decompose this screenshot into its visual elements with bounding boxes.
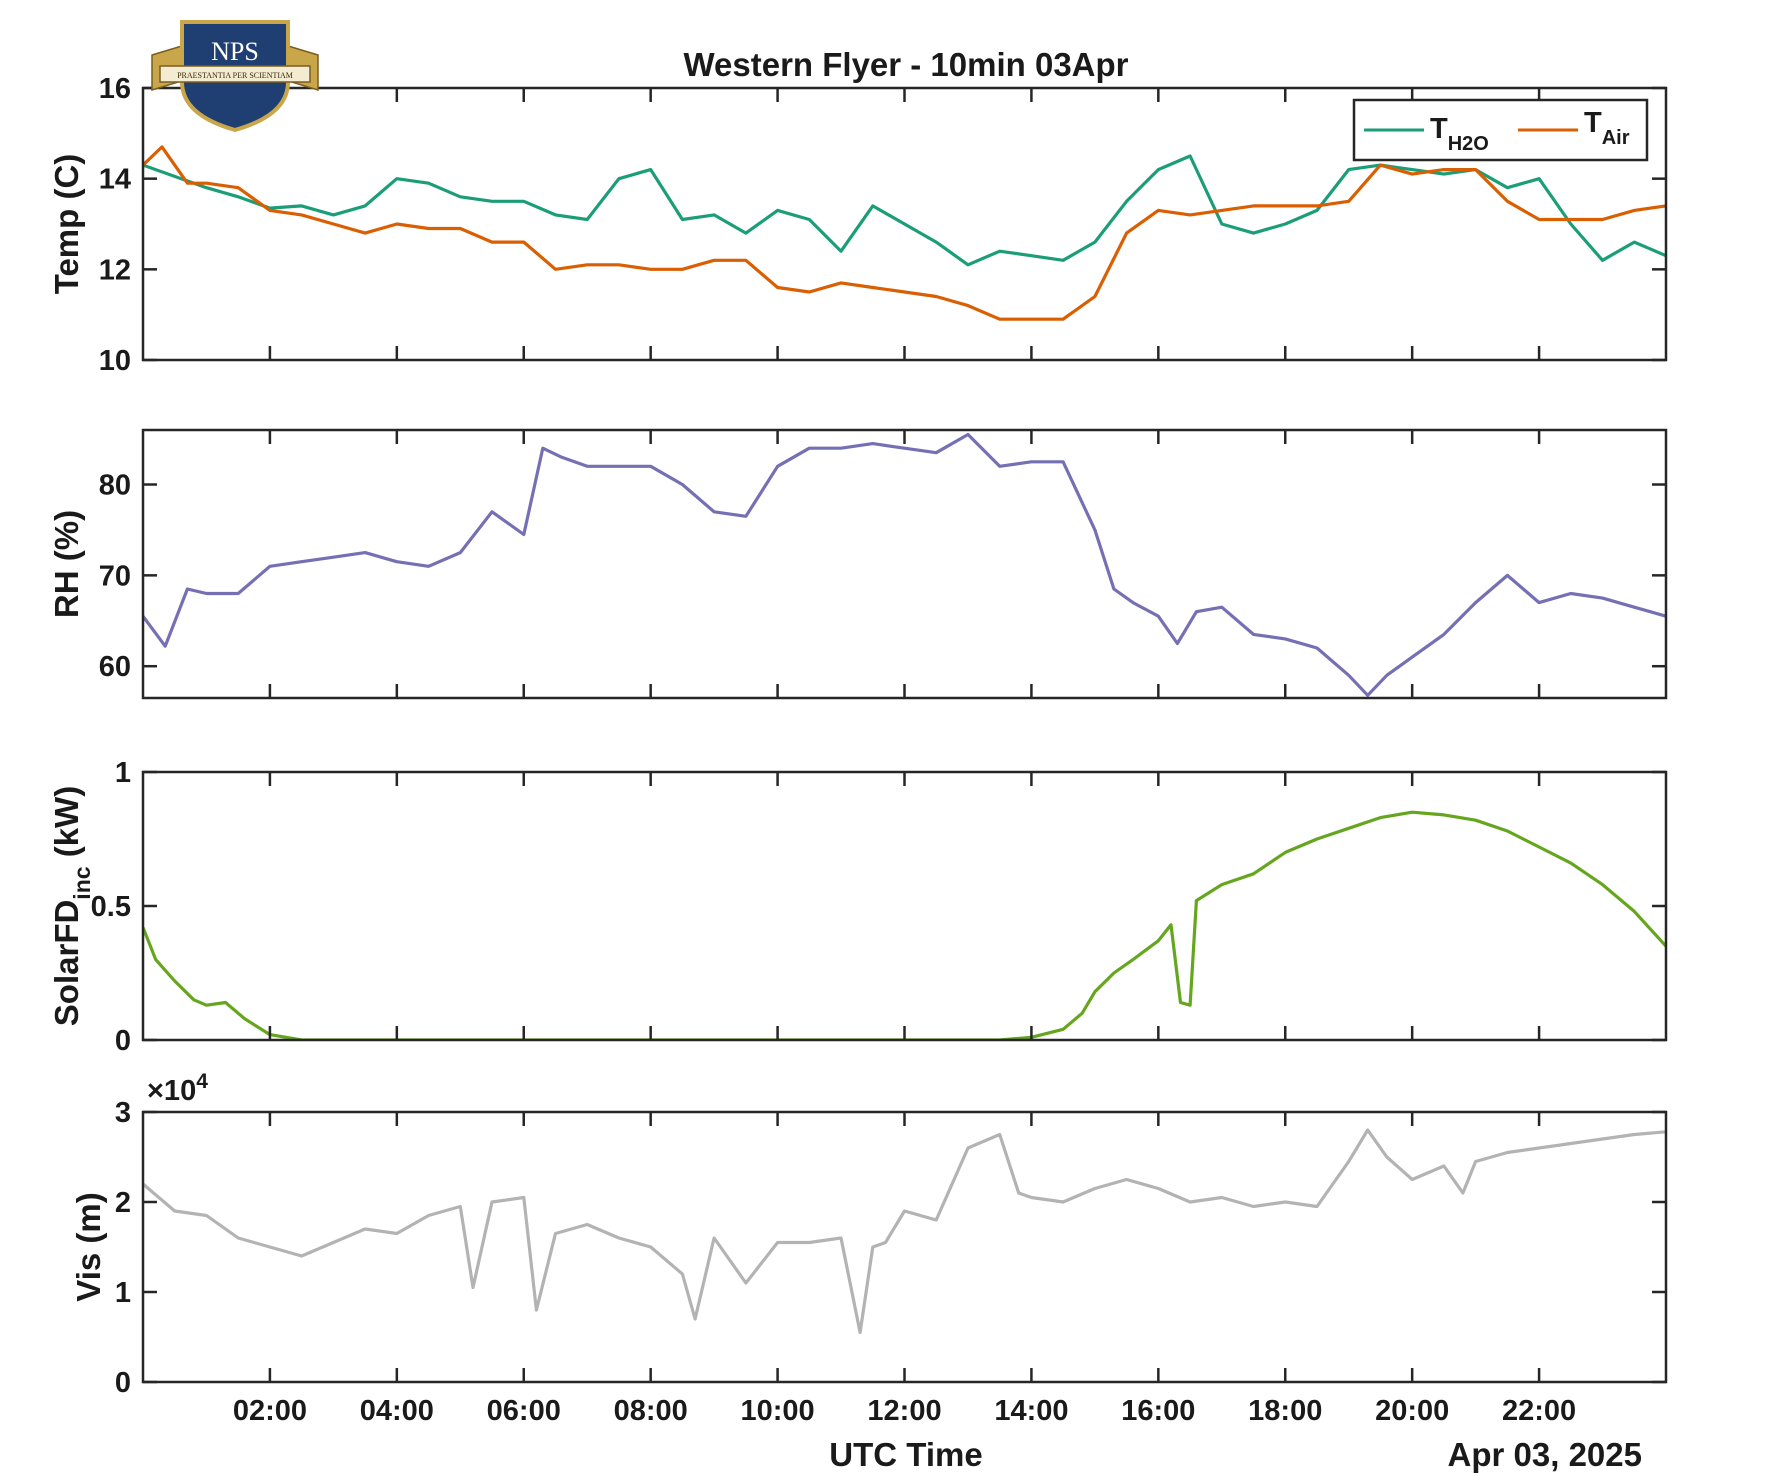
logo-motto: PRAESTANTIA PER SCIENTIAM bbox=[177, 71, 293, 80]
y-axis-label-main-0: Temp (C) bbox=[48, 154, 85, 295]
logo-banner bbox=[159, 65, 311, 83]
panel-temperature: 10 12 14 16 Temp (C) bbox=[48, 73, 1668, 377]
y-tick-label-2-0: 0 bbox=[115, 1025, 131, 1057]
y-exponent-power: 4 bbox=[196, 1070, 208, 1093]
y-tick-label-3-0: 0 bbox=[115, 1367, 131, 1399]
y-tick-label-0-1: 12 bbox=[99, 254, 131, 286]
series-line-3-0 bbox=[143, 1128, 1666, 1335]
legend-label-h2o: TH2O bbox=[1430, 113, 1489, 155]
x-tick-label-7: 16:00 bbox=[1121, 1395, 1195, 1427]
legend-label-air-main: T bbox=[1584, 107, 1602, 139]
x-tick-label-9: 20:00 bbox=[1375, 1395, 1449, 1427]
legend-label-h2o-sub: H2O bbox=[1448, 133, 1489, 155]
x-tick-label-2: 06:00 bbox=[487, 1395, 561, 1427]
series-line-2-0 bbox=[143, 810, 1666, 1040]
y-exponent-label: ×104 bbox=[147, 1070, 208, 1107]
axes-frame-3 bbox=[141, 1110, 1668, 1384]
y-tick-label-2-2: 1 bbox=[115, 757, 131, 789]
panel-visibility: 0 1 2 3 Vis (m) ×104 bbox=[70, 1070, 1668, 1399]
y-axis-label-main-1: RH (%) bbox=[48, 510, 85, 618]
series-line-1-0 bbox=[143, 432, 1666, 697]
axes-frame-2 bbox=[141, 770, 1668, 1042]
logo-text: NPS bbox=[211, 37, 259, 66]
y-axis-label-unit-2: (kW) bbox=[48, 786, 85, 867]
axes-frame-1 bbox=[141, 428, 1668, 700]
x-tick-label-6: 14:00 bbox=[994, 1395, 1068, 1427]
x-tick-label-3: 08:00 bbox=[614, 1395, 688, 1427]
legend-label-h2o-main: T bbox=[1430, 113, 1448, 145]
y-tick-label-0-0: 10 bbox=[99, 345, 131, 377]
x-tick-label-8: 18:00 bbox=[1248, 1395, 1322, 1427]
y-tick-label-3-2: 2 bbox=[115, 1187, 131, 1219]
x-tick-labels: 02:00 04:00 06:00 08:00 10:00 12:00 14:00 16:00… bbox=[233, 1395, 1576, 1427]
legend-label-air-sub: Air bbox=[1602, 127, 1630, 149]
y-tick-label-2-1: 0.5 bbox=[91, 891, 131, 923]
y-axis-label-main-3: Vis (m) bbox=[70, 1192, 107, 1301]
nps-logo: NPS PRAESTANTIA PER SCIENTIAM bbox=[151, 20, 319, 133]
x-tick-label-5: 12:00 bbox=[867, 1395, 941, 1427]
series-line-0-1 bbox=[143, 145, 1666, 321]
y-axis-label-sub-2: inc bbox=[69, 866, 95, 899]
figure-title: Western Flyer - 10min 03Apr bbox=[683, 46, 1128, 83]
panel-relative-humidity: 60 70 80 RH (%) bbox=[48, 428, 1668, 700]
y-axis-label-1: RH (%) bbox=[48, 510, 85, 618]
panel-solar-flux: 0 0.5 1 SolarFDinc (kW) bbox=[48, 757, 1668, 1057]
y-axis-label-0: Temp (C) bbox=[48, 154, 85, 295]
legend-label-air: TAir bbox=[1584, 107, 1630, 149]
y-tick-label-3-1: 1 bbox=[115, 1277, 131, 1309]
x-axis-date-label: Apr 03, 2025 bbox=[1448, 1436, 1642, 1473]
legend: TH2O TAir bbox=[1352, 98, 1649, 162]
y-axis-label-3: Vis (m) bbox=[70, 1192, 107, 1301]
y-tick-label-1-2: 80 bbox=[99, 470, 131, 502]
y-tick-label-1-0: 60 bbox=[99, 651, 131, 683]
x-tick-label-0: 02:00 bbox=[233, 1395, 307, 1427]
x-tick-label-1: 04:00 bbox=[360, 1395, 434, 1427]
series-line-0-0 bbox=[143, 154, 1666, 267]
y-axis-label-2: SolarFDinc (kW) bbox=[48, 786, 95, 1026]
y-tick-label-0-2: 14 bbox=[99, 164, 131, 196]
y-tick-label-0-3: 16 bbox=[99, 73, 131, 105]
y-exponent-base: ×10 bbox=[147, 1075, 196, 1107]
y-tick-label-1-1: 70 bbox=[99, 560, 131, 592]
x-tick-label-10: 22:00 bbox=[1502, 1395, 1576, 1427]
x-axis-label: UTC Time bbox=[829, 1436, 982, 1473]
y-tick-label-3-3: 3 bbox=[115, 1097, 131, 1129]
y-axis-label-main-2: SolarFD bbox=[48, 900, 85, 1027]
x-tick-label-4: 10:00 bbox=[740, 1395, 814, 1427]
